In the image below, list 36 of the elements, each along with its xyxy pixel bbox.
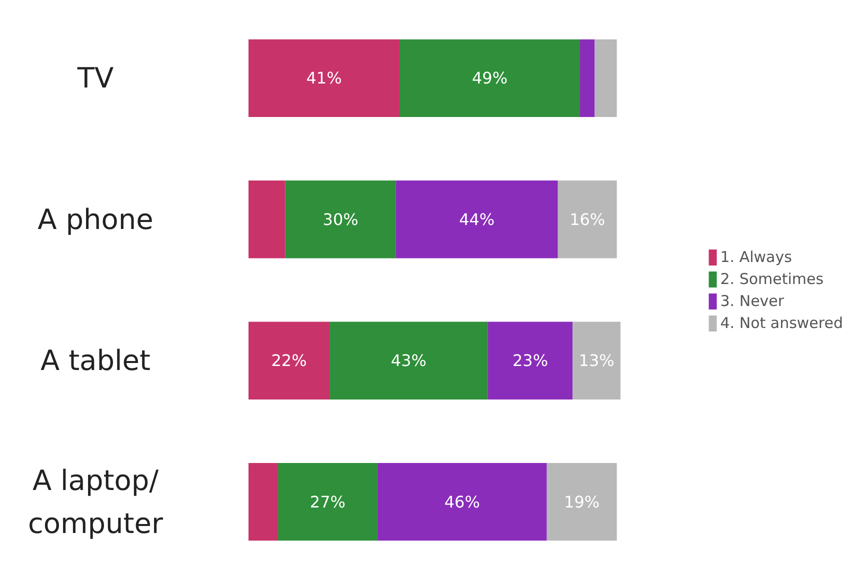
bar bbox=[488, 322, 573, 400]
data-label: 16% bbox=[570, 210, 606, 229]
data-label: 23% bbox=[512, 351, 548, 370]
bar bbox=[285, 180, 396, 258]
bar bbox=[580, 39, 595, 118]
bar bbox=[396, 180, 558, 258]
bar bbox=[248, 39, 400, 118]
bar bbox=[594, 39, 617, 118]
bar bbox=[248, 180, 286, 258]
data-label: 27% bbox=[310, 492, 346, 512]
bar bbox=[546, 462, 617, 541]
y-tick-label: A tablet bbox=[40, 344, 150, 378]
data-label: 44% bbox=[459, 210, 495, 229]
legend-label: 1. Always bbox=[720, 248, 792, 266]
legend-label: 3. Never bbox=[720, 292, 784, 310]
data-label: 41% bbox=[306, 68, 342, 88]
bar bbox=[278, 462, 378, 541]
y-tick-label: A phone bbox=[38, 202, 154, 236]
y-tick-label: TV bbox=[76, 62, 114, 95]
bar bbox=[400, 39, 580, 118]
legend-label: 2. Sometimes bbox=[720, 270, 824, 288]
data-label: 30% bbox=[322, 210, 358, 229]
data-label: 49% bbox=[472, 68, 508, 88]
data-label: 19% bbox=[564, 492, 600, 512]
legend-label: 4. Not answered bbox=[720, 314, 843, 332]
bar bbox=[572, 322, 620, 400]
bar bbox=[558, 180, 617, 258]
data-label: 46% bbox=[444, 492, 480, 512]
bar bbox=[248, 462, 278, 541]
data-label: 13% bbox=[578, 351, 614, 370]
data-label: 22% bbox=[271, 351, 307, 370]
bar bbox=[330, 322, 488, 400]
y-tick-label: A laptop/ computer bbox=[28, 464, 164, 540]
bar bbox=[377, 462, 547, 541]
bar bbox=[248, 322, 330, 400]
data-label: 43% bbox=[390, 351, 426, 370]
